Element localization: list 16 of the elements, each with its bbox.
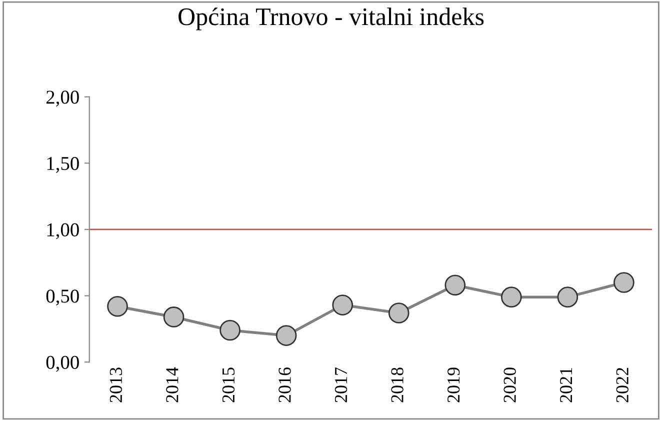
x-tick-label: 2019: [447, 368, 460, 402]
x-tick-label: 2021: [560, 368, 572, 402]
y-tick-label: 2,00: [46, 90, 79, 107]
chart-title: Općina Trnovo - vitalni indeks: [178, 8, 484, 30]
x-tick-label: 2022: [616, 368, 628, 402]
x-tick-label: 2017: [334, 367, 348, 402]
x-tick-label: 2020: [504, 368, 516, 402]
x-tick-label: 2016: [278, 367, 291, 402]
y-tick-label: 0,00: [46, 356, 79, 372]
y-tick-label: 1,00: [47, 223, 79, 240]
x-tick-label: 2013: [110, 368, 122, 402]
x-tick-label: 2018: [391, 368, 404, 402]
y-tick-label: 1,50: [47, 156, 79, 173]
y-tick-label: 0,50: [46, 290, 79, 306]
x-tick-label: 2015: [222, 368, 235, 402]
x-tick-label: 2014: [166, 367, 178, 402]
